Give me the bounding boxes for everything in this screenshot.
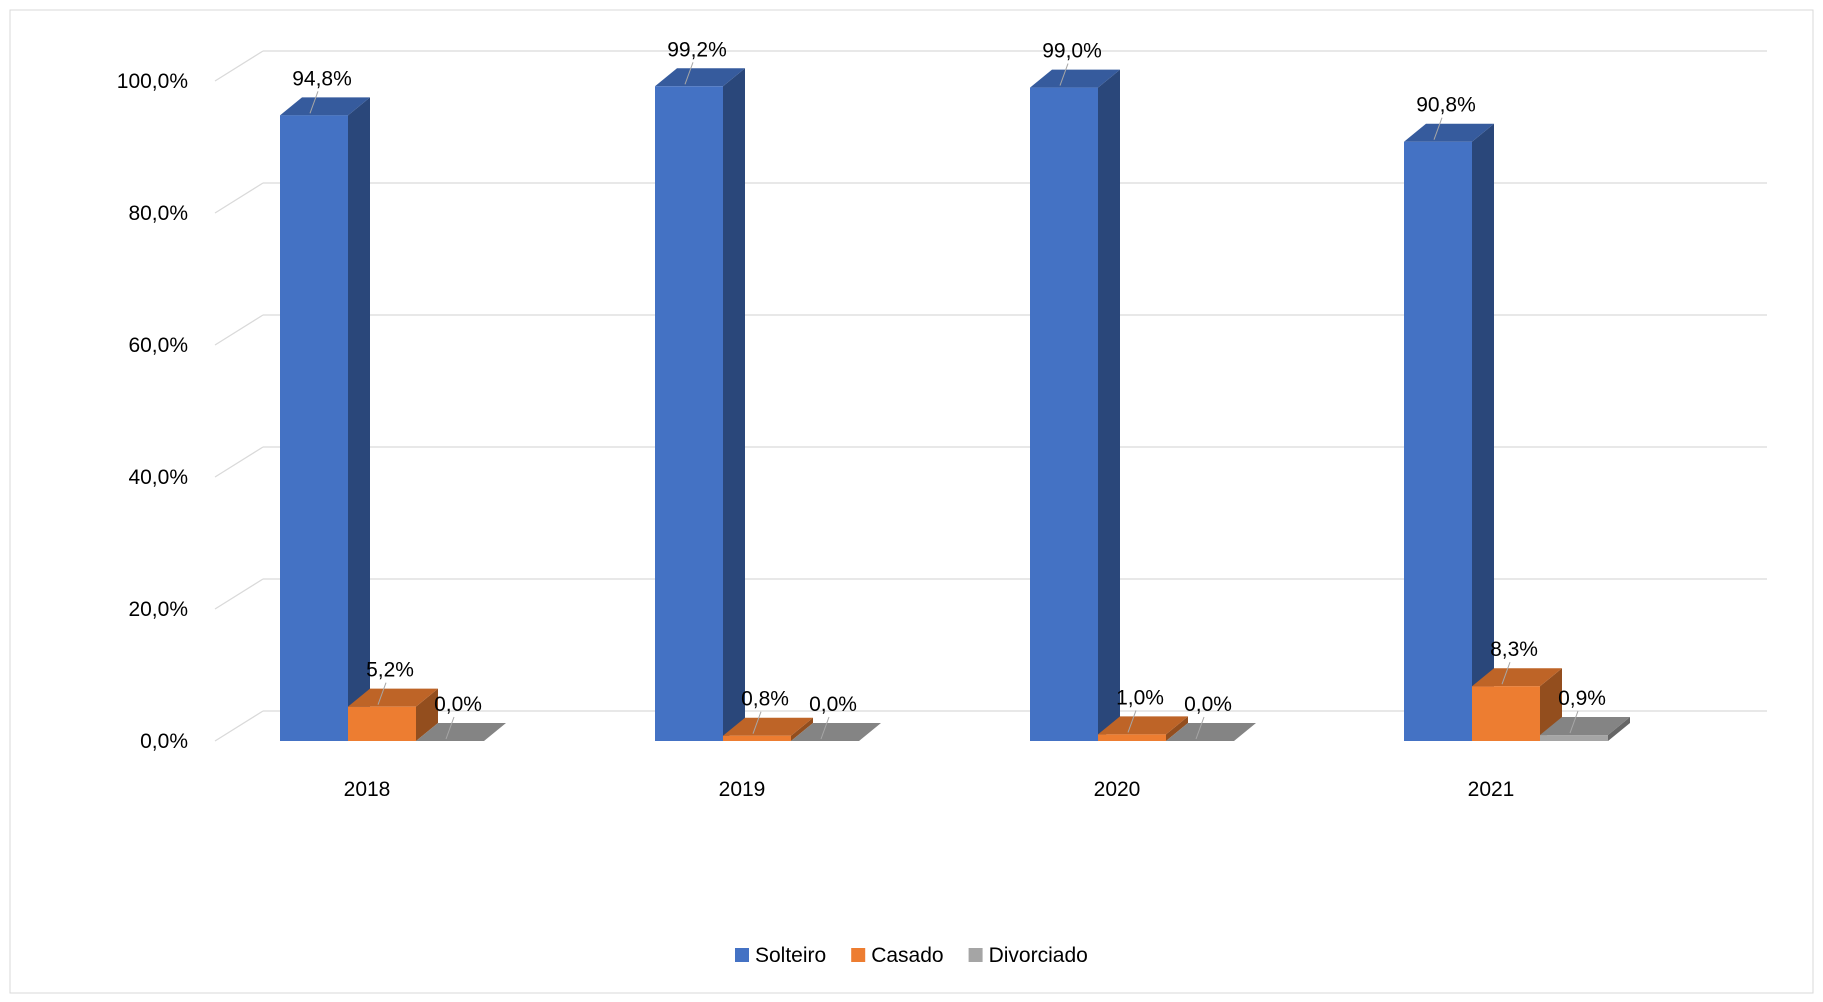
bar-front-face xyxy=(1540,735,1608,741)
data-label: 99,0% xyxy=(1042,40,1102,63)
bar-side-face xyxy=(348,97,370,741)
data-label-leader xyxy=(1059,63,1069,86)
bar-side-face xyxy=(791,717,813,741)
bar xyxy=(1098,716,1188,741)
data-label-leader xyxy=(445,716,455,740)
legend-item: Casado xyxy=(851,944,944,967)
y-tick-label: 20,0% xyxy=(128,598,188,621)
bar xyxy=(1472,668,1562,741)
data-label: 0,9% xyxy=(1558,687,1606,710)
y-tick-label: 100,0% xyxy=(117,70,188,93)
data-label-leader xyxy=(1501,662,1511,685)
x-tick-label: 2019 xyxy=(719,778,766,801)
gridline-diagonal xyxy=(214,446,264,478)
data-label-leader xyxy=(752,711,762,734)
data-label: 0,8% xyxy=(741,688,789,711)
data-label: 94,8% xyxy=(292,67,352,90)
data-label-leader xyxy=(1127,710,1137,733)
bar xyxy=(416,723,506,741)
y-tick-label: 80,0% xyxy=(128,202,188,225)
data-label: 0,0% xyxy=(434,693,482,716)
bar-front-face xyxy=(723,735,791,741)
legend-label: Divorciado xyxy=(989,944,1088,967)
gridline-diagonal xyxy=(214,50,264,82)
y-tick-label: 0,0% xyxy=(140,730,188,753)
data-label: 99,2% xyxy=(667,38,727,61)
bar xyxy=(280,97,370,741)
bar xyxy=(1540,717,1630,741)
bar-top-face xyxy=(1472,668,1562,687)
x-tick-label: 2020 xyxy=(1094,778,1141,801)
data-label-leader xyxy=(309,91,319,114)
bar-top-face xyxy=(416,723,506,741)
bar-front-face xyxy=(280,115,348,741)
bar-side-face xyxy=(723,68,745,741)
y-tick-label: 60,0% xyxy=(128,334,188,357)
legend-label: Solteiro xyxy=(755,944,826,967)
bar-side-face xyxy=(416,688,438,741)
data-label-leader xyxy=(1433,117,1443,140)
data-label-leader xyxy=(377,682,387,705)
data-label-leader xyxy=(1195,716,1205,740)
data-label-leader xyxy=(1569,710,1579,734)
bar-front-face xyxy=(1030,87,1098,742)
data-label: 0,0% xyxy=(1184,693,1232,716)
bar-top-face xyxy=(791,723,881,741)
x-tick-label: 2018 xyxy=(344,778,391,801)
x-tick-label: 2021 xyxy=(1468,778,1515,801)
bar-top-face xyxy=(723,717,813,736)
data-label: 1,0% xyxy=(1116,686,1164,709)
gridline-diagonal xyxy=(214,314,264,346)
bar xyxy=(1404,123,1494,742)
bar xyxy=(655,68,745,741)
data-label: 90,8% xyxy=(1416,94,1476,117)
data-label: 8,3% xyxy=(1490,638,1538,661)
data-label-leader xyxy=(684,62,694,85)
data-label: 0,0% xyxy=(809,693,857,716)
gridline-diagonal xyxy=(214,578,264,610)
bar-front-face xyxy=(348,706,416,741)
legend-swatch xyxy=(968,948,983,962)
legend-swatch xyxy=(851,948,866,962)
bar-top-face xyxy=(1404,123,1494,142)
bar-side-face xyxy=(1608,717,1630,741)
bar-side-face xyxy=(1472,123,1494,742)
legend-swatch xyxy=(735,948,749,962)
bar-side-face xyxy=(1166,716,1188,741)
bar-front-face xyxy=(1098,734,1166,741)
bar-top-face xyxy=(1166,723,1256,741)
bar-top-face xyxy=(1540,717,1630,736)
legend-item: Solteiro xyxy=(735,944,826,967)
bar xyxy=(791,723,881,741)
bar-front-face xyxy=(1404,141,1472,742)
bar-top-face xyxy=(655,68,745,87)
legend-label: Casado xyxy=(871,944,943,967)
bar xyxy=(1166,723,1256,741)
gridline-diagonal xyxy=(214,182,264,214)
bar-top-face xyxy=(348,688,438,707)
data-label-leader xyxy=(820,716,830,740)
bar-front-face xyxy=(655,86,723,741)
data-label: 5,2% xyxy=(366,659,414,682)
bar xyxy=(1030,69,1120,742)
bar xyxy=(723,717,813,741)
gridline-diagonal xyxy=(214,710,264,742)
legend-item: Divorciado xyxy=(968,944,1088,967)
bar-side-face xyxy=(1098,69,1120,742)
bar-front-face xyxy=(1472,686,1540,741)
bar-top-face xyxy=(1098,716,1188,735)
y-tick-label: 40,0% xyxy=(128,466,188,489)
bar-top-face xyxy=(280,97,370,116)
bar-top-face xyxy=(1030,69,1120,88)
bar xyxy=(348,688,438,741)
